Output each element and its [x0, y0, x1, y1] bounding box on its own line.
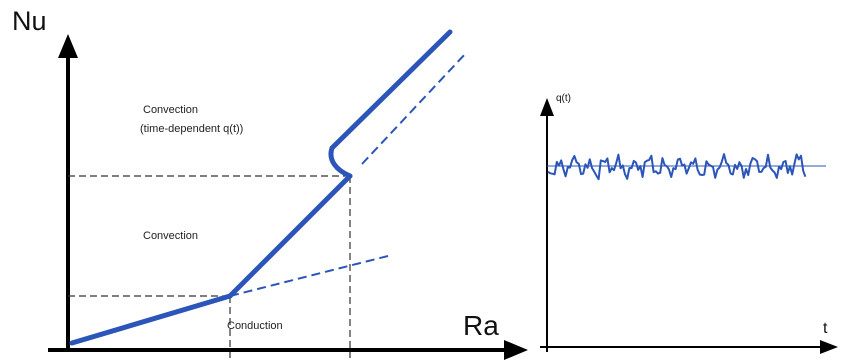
region-label-conduction: Conduction	[227, 320, 283, 332]
x-axis-arrowhead	[504, 340, 528, 360]
y-axis-qt-arrowhead	[540, 98, 554, 116]
x-axis-label-t: t	[823, 320, 828, 337]
nu-ra-panel: Nu Ra Convection (time-dependent q(t)) C…	[12, 6, 528, 360]
region-label-time-dependent-convection: Convection	[143, 104, 198, 116]
y-axis-arrowhead	[58, 34, 78, 58]
x-axis-t-arrowhead	[820, 340, 838, 354]
y-axis-label-qt: q(t)	[556, 93, 571, 104]
nu-curve-conduction	[69, 293, 233, 346]
nu-curve-transition-hook	[328, 29, 453, 179]
y-axis-label-nu: Nu	[12, 6, 47, 36]
x-axis-label-ra: Ra	[463, 310, 499, 341]
qt-signal	[547, 153, 807, 181]
region-label-convection: Convection	[143, 230, 198, 242]
extrapolation-convection	[361, 51, 468, 165]
extrapolation-conduction	[229, 255, 389, 297]
qt-panel: q(t) t	[540, 93, 838, 354]
region-label-time-dependent-convection-sub: (time-dependent q(t))	[140, 123, 243, 135]
nu-curve-convection	[227, 173, 353, 299]
